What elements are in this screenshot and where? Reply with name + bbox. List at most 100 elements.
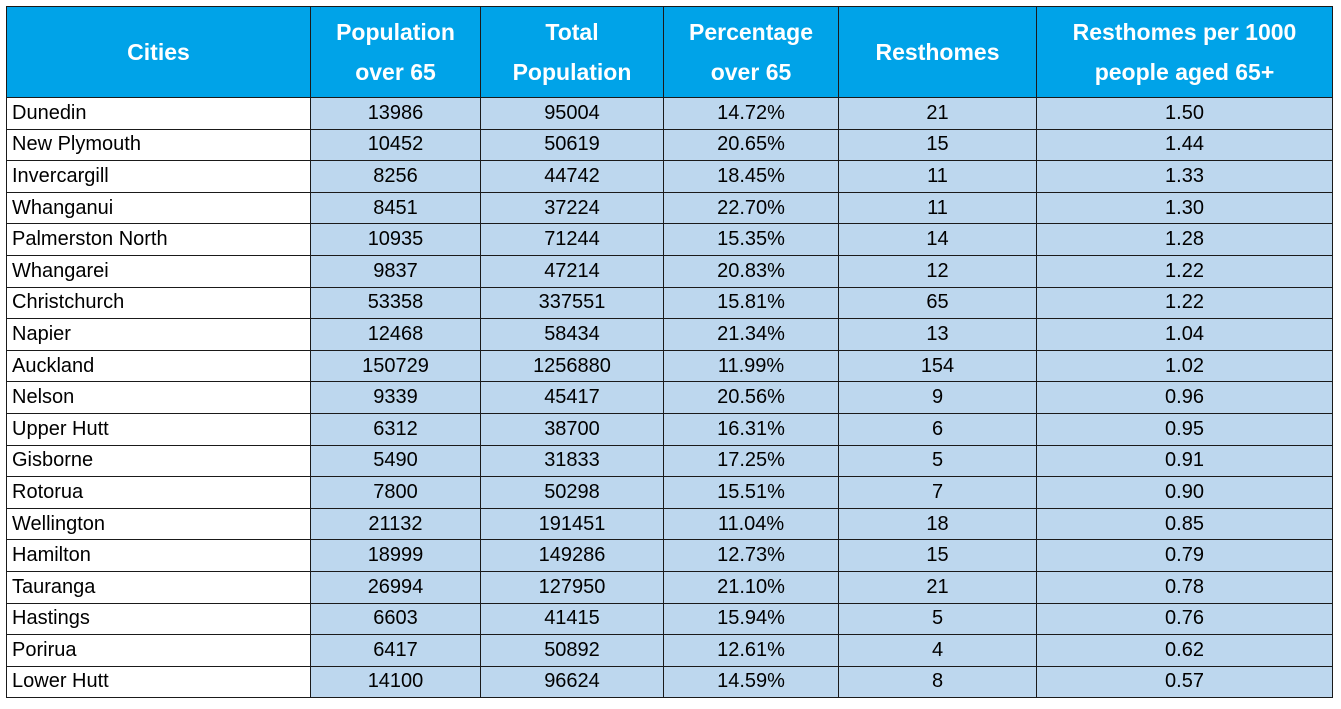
cell-resthomes: 65 [838, 286, 1037, 320]
cell-city: Tauranga [6, 570, 311, 604]
cell-total-population: 95004 [480, 97, 664, 130]
cell-resthomes-per-1000: 0.95 [1036, 412, 1333, 446]
cell-resthomes: 9 [838, 381, 1037, 414]
resthomes-table: Cities Population over 65 Total Population Pe… [6, 6, 1333, 699]
cell-resthomes-per-1000: 1.30 [1036, 191, 1333, 225]
table-body: Dunedin 13986 95004 14.72% 21 1.50 New Plymout… [6, 97, 1333, 699]
cell-population-over-65: 8256 [310, 160, 481, 193]
cell-city: Hastings [6, 602, 311, 636]
cell-resthomes-per-1000: 1.04 [1036, 318, 1333, 351]
cell-city: Invercargill [6, 160, 311, 193]
cell-city: Whanganui [6, 191, 311, 225]
cell-resthomes: 7 [838, 476, 1037, 509]
cell-percentage-over-65: 14.72% [663, 97, 839, 130]
cell-resthomes: 15 [838, 539, 1037, 572]
header-total-population: Total Population [480, 6, 664, 98]
cell-city: Gisborne [6, 444, 311, 478]
cell-population-over-65: 6603 [310, 602, 481, 636]
table-row: Wellington 21132 191451 11.04% 18 0.85 [6, 507, 1333, 541]
cell-city: Porirua [6, 634, 311, 667]
cell-population-over-65: 5490 [310, 444, 481, 478]
cell-population-over-65: 6417 [310, 634, 481, 667]
cell-population-over-65: 10935 [310, 223, 481, 256]
table-row: Dunedin 13986 95004 14.72% 21 1.50 [6, 97, 1333, 130]
cell-percentage-over-65: 20.65% [663, 128, 839, 162]
cell-resthomes: 18 [838, 507, 1037, 541]
cell-resthomes-per-1000: 1.33 [1036, 160, 1333, 193]
cell-total-population: 37224 [480, 191, 664, 225]
header-row: Cities Population over 65 Total Population Pe… [6, 6, 1333, 98]
cell-population-over-65: 6312 [310, 412, 481, 446]
table-row: New Plymouth 10452 50619 20.65% 15 1.44 [6, 128, 1333, 162]
cell-resthomes: 14 [838, 223, 1037, 256]
cell-resthomes-per-1000: 1.22 [1036, 254, 1333, 288]
cell-resthomes: 11 [838, 160, 1037, 193]
table-row: Upper Hutt 6312 38700 16.31% 6 0.95 [6, 412, 1333, 446]
cell-resthomes-per-1000: 1.50 [1036, 97, 1333, 130]
cell-total-population: 50298 [480, 476, 664, 509]
cell-percentage-over-65: 21.34% [663, 318, 839, 351]
table-row: Auckland 150729 1256880 11.99% 154 1.02 [6, 349, 1333, 383]
cell-population-over-65: 10452 [310, 128, 481, 162]
cell-population-over-65: 13986 [310, 97, 481, 130]
cell-percentage-over-65: 20.56% [663, 381, 839, 414]
cell-population-over-65: 9339 [310, 381, 481, 414]
cell-city: Upper Hutt [6, 412, 311, 446]
cell-resthomes-per-1000: 1.02 [1036, 349, 1333, 383]
cell-resthomes: 5 [838, 444, 1037, 478]
cell-percentage-over-65: 18.45% [663, 160, 839, 193]
cell-total-population: 191451 [480, 507, 664, 541]
cell-city: Whangarei [6, 254, 311, 288]
cell-resthomes-per-1000: 0.62 [1036, 634, 1333, 667]
cell-total-population: 50619 [480, 128, 664, 162]
cell-total-population: 31833 [480, 444, 664, 478]
table-row: Hamilton 18999 149286 12.73% 15 0.79 [6, 539, 1333, 572]
cell-total-population: 41415 [480, 602, 664, 636]
cell-total-population: 337551 [480, 286, 664, 320]
cell-percentage-over-65: 11.04% [663, 507, 839, 541]
cell-total-population: 58434 [480, 318, 664, 351]
cell-percentage-over-65: 12.73% [663, 539, 839, 572]
cell-population-over-65: 18999 [310, 539, 481, 572]
cell-resthomes: 11 [838, 191, 1037, 225]
cell-resthomes-per-1000: 1.44 [1036, 128, 1333, 162]
cell-city: Hamilton [6, 539, 311, 572]
table-container: Cities Population over 65 Total Population Pe… [6, 6, 1333, 699]
cell-total-population: 47214 [480, 254, 664, 288]
cell-resthomes: 21 [838, 570, 1037, 604]
cell-resthomes: 12 [838, 254, 1037, 288]
cell-resthomes-per-1000: 0.85 [1036, 507, 1333, 541]
cell-resthomes: 5 [838, 602, 1037, 636]
table-row: Whanganui 8451 37224 22.70% 11 1.30 [6, 191, 1333, 225]
cell-population-over-65: 9837 [310, 254, 481, 288]
cell-population-over-65: 26994 [310, 570, 481, 604]
cell-city: Lower Hutt [6, 665, 311, 699]
cell-percentage-over-65: 15.81% [663, 286, 839, 320]
cell-population-over-65: 53358 [310, 286, 481, 320]
cell-percentage-over-65: 12.61% [663, 634, 839, 667]
table-row: Invercargill 8256 44742 18.45% 11 1.33 [6, 160, 1333, 193]
header-resthomes: Resthomes [838, 6, 1037, 98]
cell-resthomes-per-1000: 0.90 [1036, 476, 1333, 509]
cell-percentage-over-65: 11.99% [663, 349, 839, 383]
cell-population-over-65: 8451 [310, 191, 481, 225]
cell-percentage-over-65: 22.70% [663, 191, 839, 225]
cell-percentage-over-65: 16.31% [663, 412, 839, 446]
cell-city: Auckland [6, 349, 311, 383]
cell-total-population: 38700 [480, 412, 664, 446]
table-row: Lower Hutt 14100 96624 14.59% 8 0.57 [6, 665, 1333, 699]
cell-resthomes-per-1000: 0.79 [1036, 539, 1333, 572]
header-cities: Cities [6, 6, 311, 98]
cell-population-over-65: 14100 [310, 665, 481, 699]
cell-population-over-65: 7800 [310, 476, 481, 509]
cell-resthomes: 6 [838, 412, 1037, 446]
cell-resthomes-per-1000: 0.96 [1036, 381, 1333, 414]
cell-resthomes-per-1000: 0.91 [1036, 444, 1333, 478]
table-row: Palmerston North 10935 71244 15.35% 14 1.28 [6, 223, 1333, 256]
cell-resthomes: 21 [838, 97, 1037, 130]
cell-percentage-over-65: 15.94% [663, 602, 839, 636]
cell-resthomes: 13 [838, 318, 1037, 351]
header-resthomes-per-1000: Resthomes per 1000 people aged 65+ [1036, 6, 1333, 98]
cell-population-over-65: 150729 [310, 349, 481, 383]
cell-resthomes-per-1000: 1.22 [1036, 286, 1333, 320]
